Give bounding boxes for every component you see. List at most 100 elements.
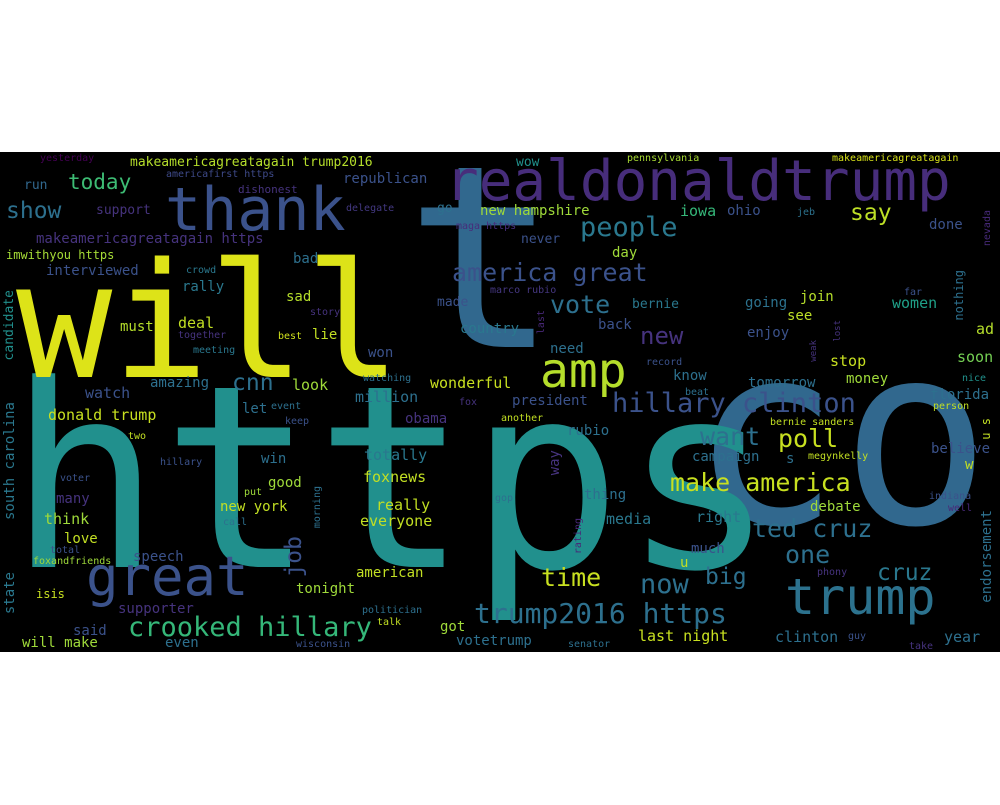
word-megynkelly: megynkelly	[808, 451, 869, 462]
word-wow: wow	[516, 155, 540, 170]
word-hillary: hillary	[160, 457, 203, 468]
word-florida: florida	[930, 387, 990, 403]
word-wonderful: wonderful	[430, 374, 512, 392]
word-new-hampshire: new hampshire	[480, 203, 590, 219]
word-job: job	[281, 536, 307, 578]
word-phony: phony	[817, 567, 848, 578]
word-maga-https: maga https	[456, 221, 517, 232]
word-watching: watching	[363, 373, 412, 384]
word-together: together	[178, 330, 227, 341]
word-bernie: bernie	[632, 297, 679, 312]
word-event: event	[271, 401, 302, 412]
word-back: back	[598, 317, 632, 333]
word-rubio: rubio	[567, 423, 610, 439]
word-rating: rating	[573, 518, 584, 555]
word-total: total	[50, 545, 81, 556]
word-w: w	[965, 457, 974, 473]
word-now: now	[640, 569, 689, 600]
word-lie: lie	[312, 327, 338, 343]
word-president: president	[512, 393, 588, 409]
word-t: t	[405, 152, 559, 408]
word-won: won	[368, 345, 394, 361]
word-think: think	[44, 510, 90, 528]
word-gop: gop	[495, 493, 514, 504]
word-tomorrow: tomorrow	[748, 375, 816, 391]
word-big: big	[705, 564, 747, 590]
word-make-america: make america	[670, 468, 851, 497]
word-well: well	[948, 503, 973, 514]
word-fox: fox	[459, 397, 478, 408]
word-show: show	[6, 198, 62, 224]
word-debate: debate	[810, 499, 861, 515]
word-watch: watch	[85, 384, 131, 402]
word-indiana: indiana	[929, 491, 972, 502]
word-talk: talk	[377, 617, 402, 628]
word-enjoy: enjoy	[747, 325, 790, 341]
word-amazing: amazing	[150, 375, 210, 391]
word-wisconsin: wisconsin	[296, 639, 351, 650]
word-rally: rally	[182, 279, 225, 295]
word-new: new	[640, 322, 684, 350]
word-bernie-sanders: bernie sanders	[770, 417, 855, 428]
word-join: join	[800, 289, 834, 305]
word-tonight: tonight	[296, 581, 356, 597]
word-dishonest: dishonest	[238, 183, 298, 196]
word-thank: thank	[165, 175, 346, 245]
word-will: will	[16, 228, 402, 415]
word-makeamerica-top: makeamericagreatagain	[832, 153, 959, 164]
word-done: done	[929, 217, 963, 233]
word-votetrump: votetrump	[456, 633, 532, 649]
word-way: way	[547, 450, 563, 476]
word-going: going	[745, 295, 788, 311]
word-cnn: cnn	[232, 370, 274, 396]
word-jeb: jeb	[797, 207, 816, 218]
word-interviewed: interviewed	[46, 263, 139, 279]
word-americafirst: americafirst https	[166, 169, 275, 180]
word-cruz: cruz	[877, 560, 933, 586]
word-look: look	[292, 376, 329, 394]
word-love: love	[64, 531, 98, 547]
word-foxandfriends: foxandfriends	[33, 556, 112, 567]
word-https: https	[8, 331, 776, 628]
word-yesterday: yesterday	[40, 153, 95, 164]
word-ted-cruz: ted cruz	[752, 514, 873, 543]
word-million: million	[355, 388, 419, 406]
word-makeamerica-https: makeamericagreatagain https	[36, 231, 264, 247]
word-win: win	[261, 451, 287, 467]
word-one: one	[785, 540, 831, 569]
word-nothing: nothing	[952, 270, 966, 321]
word-cloud: co https t will realdonaldtrump thank gr…	[0, 152, 1000, 652]
word-america-great: america great	[452, 258, 648, 287]
word-got: got	[440, 619, 466, 635]
word-state: state	[2, 572, 18, 615]
word-never: never	[521, 232, 561, 247]
word-co: co	[690, 291, 992, 582]
word-soon: soon	[957, 348, 994, 366]
word-nevada: nevada	[982, 210, 993, 247]
word-need: need	[550, 341, 584, 357]
word-imwithyou: imwithyou https	[6, 248, 115, 262]
word-meeting: meeting	[193, 345, 236, 356]
word-will-make: will make	[22, 635, 98, 651]
word-voter: voter	[60, 473, 91, 484]
word-morning: morning	[312, 486, 323, 529]
word-many: many	[56, 491, 90, 507]
word-new-york: new york	[220, 499, 288, 515]
word-ohio: ohio	[727, 203, 761, 219]
word-u: u	[680, 555, 689, 571]
word-south-carolina: south carolina	[2, 402, 18, 521]
word-makeamerica-trump2016: makeamericagreatagain trump2016	[130, 155, 373, 170]
word-isis: isis	[36, 587, 65, 601]
word-republican: republican	[343, 171, 428, 187]
word-let: let	[242, 401, 268, 417]
word-lost: lost	[833, 320, 843, 342]
word-politician: politician	[362, 605, 423, 616]
word-candidate: candidate	[2, 290, 17, 361]
word-believe: believe	[931, 441, 991, 457]
word-beat: beat	[685, 387, 710, 398]
word-vote: vote	[550, 290, 611, 319]
word-last: last	[536, 310, 547, 335]
word-best: best	[278, 331, 303, 342]
word-speech: speech	[133, 549, 184, 565]
word-support: support	[96, 203, 151, 218]
